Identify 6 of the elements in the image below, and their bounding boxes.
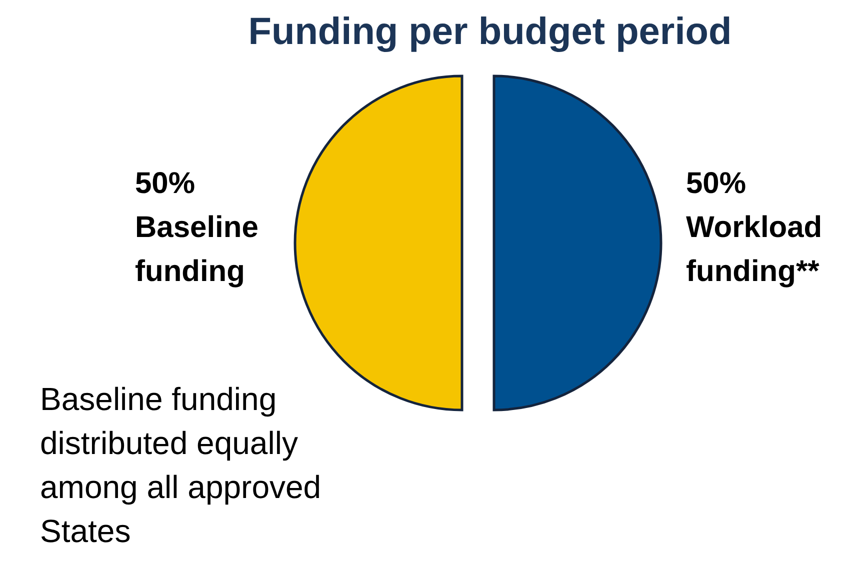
slice-label: Baseline funding <box>135 211 258 288</box>
slice-label: Workload funding** <box>686 211 822 288</box>
chart-title: Funding per budget period <box>248 11 732 53</box>
data-label: 50% <box>135 167 196 200</box>
text: Baseline funding distributed equally among all approved States <box>40 381 322 549</box>
data-label: 50% <box>686 167 746 200</box>
